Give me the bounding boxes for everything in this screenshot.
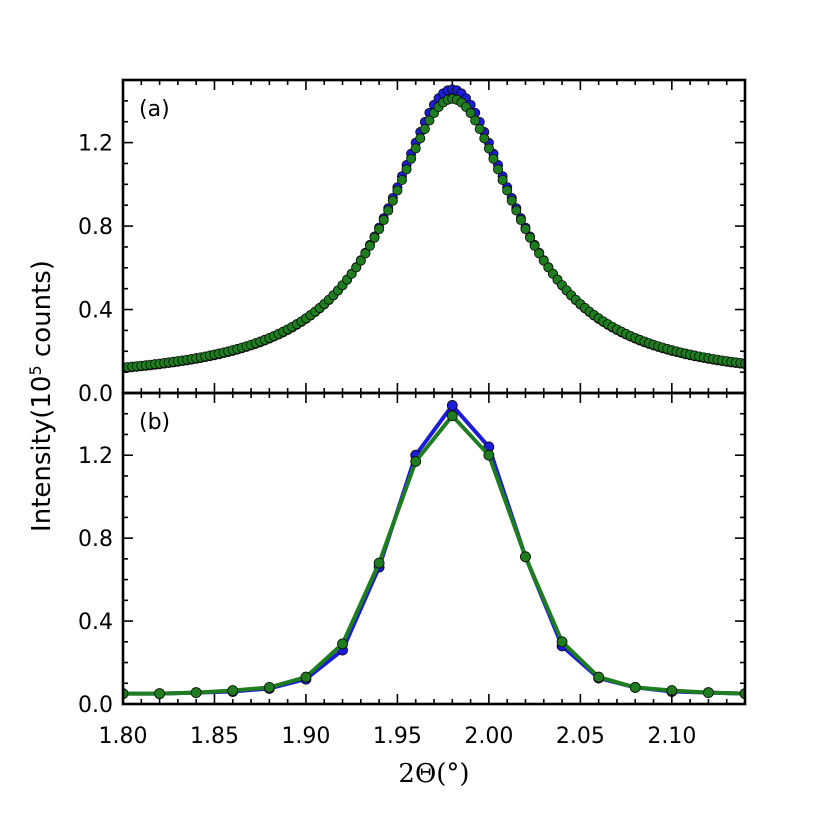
plot-area-a: [123, 84, 745, 374]
data-point: [703, 687, 714, 698]
data-point: [465, 108, 476, 119]
data-point: [263, 682, 275, 693]
series-line: [123, 413, 745, 696]
y-axis-title: Intensity(105 counts): [26, 260, 58, 532]
y-axis-title-end: counts): [27, 260, 57, 365]
data-point: [538, 255, 549, 266]
data-point: [410, 143, 421, 154]
data-point: [337, 638, 348, 650]
data-point: [511, 205, 522, 216]
data-point: [406, 153, 417, 164]
data-point: [493, 164, 504, 175]
data-point: [374, 224, 385, 235]
data-point: [446, 400, 458, 411]
data-point: [415, 133, 426, 144]
data-point: [227, 685, 239, 696]
x-tick-label: 2.05: [556, 724, 605, 749]
y-tick-label: 0.8: [78, 527, 113, 552]
plot-area-b: [123, 400, 745, 700]
x-axis-ticks: 1.80 1.85 1.90 1.95 2.00 2.05 2.10: [99, 724, 697, 749]
data-point: [396, 174, 407, 185]
series-line: [123, 403, 745, 696]
x-tick-label: 2.10: [647, 724, 696, 749]
panel-b: 0.0 0.4 0.8 1.2 (b): [78, 391, 747, 718]
data-point: [190, 687, 202, 698]
data-point: [470, 115, 481, 126]
data-point: [483, 449, 495, 461]
data-point: [373, 557, 385, 569]
data-point: [483, 143, 494, 154]
data-point: [351, 262, 362, 273]
y-axis-title-sup: 5: [26, 365, 45, 375]
y-tick-label: 0.0: [78, 693, 113, 718]
y-axis-title-main: Intensity(10: [27, 376, 57, 532]
data-point: [419, 124, 430, 135]
data-point: [479, 133, 490, 144]
data-point: [529, 240, 540, 251]
y-tick-label: 0.4: [78, 299, 113, 324]
data-point: [506, 195, 517, 206]
data-point: [364, 240, 375, 251]
x-tick-label: 1.85: [190, 724, 239, 749]
x-tick-label: 1.80: [99, 724, 148, 749]
data-point: [525, 232, 536, 243]
y-tick-label: 1.2: [78, 132, 113, 157]
y-tick-label: 0.4: [78, 610, 113, 635]
panel-label-a: (a): [139, 97, 170, 122]
data-point: [410, 456, 422, 467]
y-tick-label: 0.0: [78, 382, 113, 407]
data-point: [401, 164, 412, 175]
y-tick-label: 1.2: [78, 444, 113, 469]
x-tick-label: 1.95: [373, 724, 422, 749]
data-point: [383, 205, 394, 216]
data-point: [387, 195, 398, 206]
x-axis-title: 2Θ(°): [398, 759, 469, 789]
x-tick-label: 2.00: [464, 724, 513, 749]
data-point: [629, 682, 641, 693]
data-point: [154, 688, 165, 700]
data-point: [534, 248, 545, 259]
data-point: [520, 224, 531, 235]
data-point: [502, 185, 513, 196]
data-point: [446, 410, 458, 422]
data-point: [520, 551, 531, 563]
data-point: [378, 215, 389, 226]
data-point: [515, 215, 526, 226]
y-tick-label: 0.8: [78, 215, 113, 240]
data-point: [593, 671, 605, 683]
data-point: [424, 115, 435, 126]
x-tick-label: 1.90: [281, 724, 330, 749]
panel-a: 0.0 0.4 0.8 1.2 (a): [78, 78, 747, 407]
data-point: [300, 671, 312, 683]
data-point: [392, 185, 403, 196]
data-point: [355, 255, 366, 266]
data-point: [474, 124, 485, 135]
data-point: [360, 248, 371, 259]
data-point: [488, 153, 499, 164]
data-point: [369, 232, 380, 243]
data-point: [556, 636, 568, 648]
data-point: [497, 174, 508, 185]
panel-label-b: (b): [139, 410, 170, 435]
